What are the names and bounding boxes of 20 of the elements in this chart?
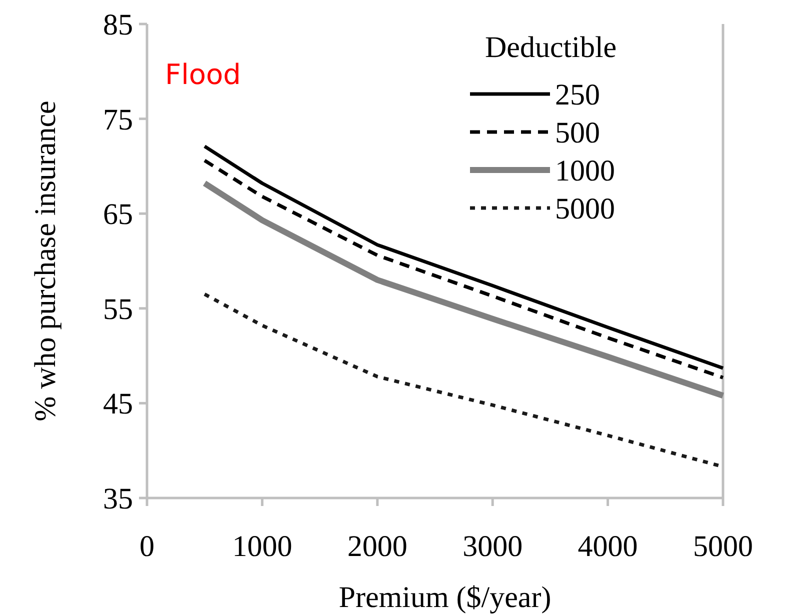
annotation: Flood xyxy=(165,58,241,91)
x-tick-label: 3000 xyxy=(462,530,523,563)
y-tick-label: 65 xyxy=(103,198,133,232)
x-axis-title: Premium ($/year) xyxy=(338,581,552,614)
legend-label: 250 xyxy=(555,78,600,112)
y-tick-label: 75 xyxy=(103,103,133,136)
y-tick-label: 35 xyxy=(103,482,133,516)
x-tick-label: 5000 xyxy=(693,530,753,563)
x-tick-label: 1000 xyxy=(232,530,292,563)
x-tick-label: 4000 xyxy=(578,530,638,563)
y-tick-label: 85 xyxy=(103,8,133,42)
legend-label: 5000 xyxy=(555,192,615,226)
y-axis-title: % who purchase insurance xyxy=(29,100,62,422)
legend-label: 1000 xyxy=(555,154,615,188)
y-tick-label: 55 xyxy=(103,292,133,326)
x-tick-label: 0 xyxy=(140,530,154,563)
legend-label: 500 xyxy=(555,116,600,150)
x-tick-label: 2000 xyxy=(347,530,408,563)
y-tick-label: 45 xyxy=(103,388,133,421)
legend-title: Deductible xyxy=(485,31,617,64)
